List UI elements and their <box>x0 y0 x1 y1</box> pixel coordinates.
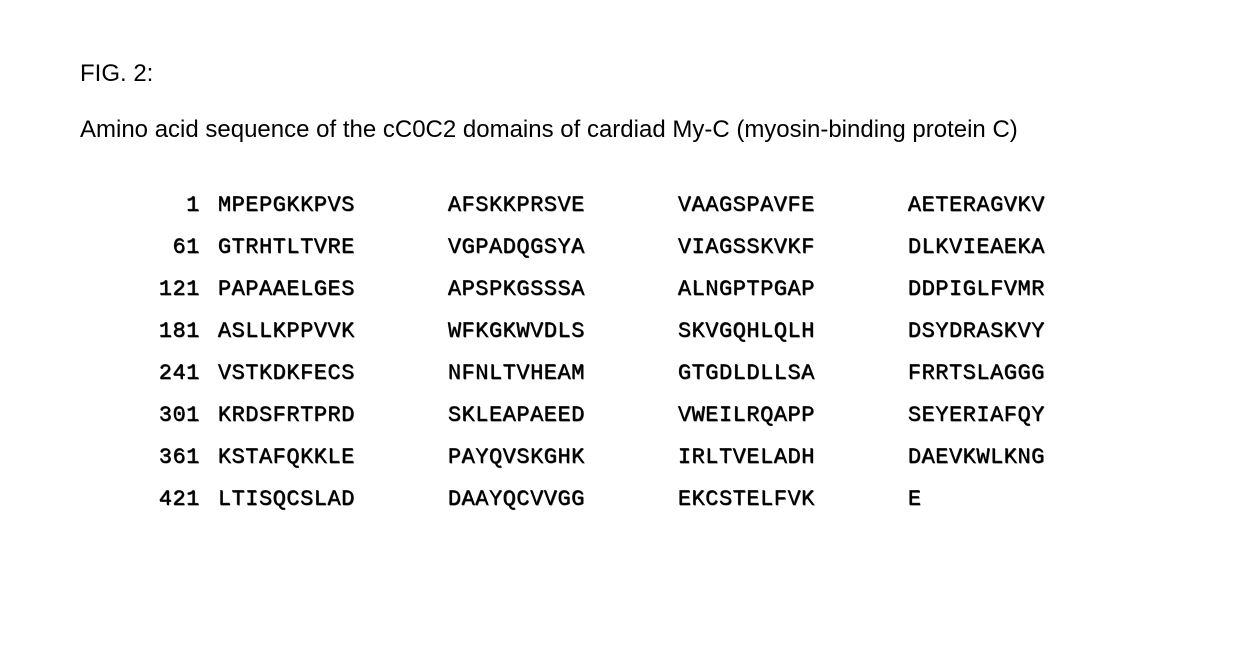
sequence-row: 361 KSTAFQKKLE PAYQVSKGHK IRLTVELADH DAE… <box>120 436 1138 478</box>
seq-block: KSTAFQKKLE <box>218 436 448 478</box>
sequence-row: 241 VSTKDKFECS NFNLTVHEAM GTGDLDLLSA FRR… <box>120 352 1138 394</box>
sequence-tbody: 1 MPEPGKKPVS AFSKKPRSVE VAAGSPAVFE AETER… <box>120 184 1138 520</box>
seq-block: EKCSTELFVK <box>678 478 908 520</box>
sequence-row: 181 ASLLKPPVVK WFKGKWVDLS SKVGQHLQLH DSY… <box>120 310 1138 352</box>
position-cell: 301 <box>120 394 218 436</box>
position-cell: 181 <box>120 310 218 352</box>
seq-block: VGPADQGSYA <box>448 226 678 268</box>
seq-block: DLKVIEAEKA <box>908 226 1138 268</box>
seq-block: FRRTSLAGGG <box>908 352 1138 394</box>
seq-block: KRDSFRTPRD <box>218 394 448 436</box>
seq-block: NFNLTVHEAM <box>448 352 678 394</box>
seq-block: VAAGSPAVFE <box>678 184 908 226</box>
position-cell: 241 <box>120 352 218 394</box>
position-cell: 361 <box>120 436 218 478</box>
position-cell: 121 <box>120 268 218 310</box>
seq-block: SEYERIAFQY <box>908 394 1138 436</box>
sequence-row: 121 PAPAAELGES APSPKGSSSA ALNGPTPGAP DDP… <box>120 268 1138 310</box>
sequence-row: 301 KRDSFRTPRD SKLEAPAEED VWEILRQAPP SEY… <box>120 394 1138 436</box>
seq-block: VWEILRQAPP <box>678 394 908 436</box>
sequence-row: 421 LTISQCSLAD DAAYQCVVGG EKCSTELFVK E <box>120 478 1138 520</box>
seq-block: AFSKKPRSVE <box>448 184 678 226</box>
seq-block: SKLEAPAEED <box>448 394 678 436</box>
sequence-row: 61 GTRHTLTVRE VGPADQGSYA VIAGSSKVKF DLKV… <box>120 226 1138 268</box>
figure-caption: Amino acid sequence of the cC0C2 domains… <box>80 116 1160 144</box>
seq-block: PAYQVSKGHK <box>448 436 678 478</box>
seq-block: PAPAAELGES <box>218 268 448 310</box>
seq-block: DAEVKWLKNG <box>908 436 1138 478</box>
sequence-row: 1 MPEPGKKPVS AFSKKPRSVE VAAGSPAVFE AETER… <box>120 184 1138 226</box>
seq-block: GTGDLDLLSA <box>678 352 908 394</box>
seq-block: WFKGKWVDLS <box>448 310 678 352</box>
seq-block: E <box>908 478 1138 520</box>
seq-block: DDPIGLFVMR <box>908 268 1138 310</box>
position-cell: 1 <box>120 184 218 226</box>
seq-block: GTRHTLTVRE <box>218 226 448 268</box>
seq-block: AETERAGVKV <box>908 184 1138 226</box>
figure-page: FIG. 2: Amino acid sequence of the cC0C2… <box>0 0 1240 520</box>
seq-block: IRLTVELADH <box>678 436 908 478</box>
seq-block: APSPKGSSSA <box>448 268 678 310</box>
seq-block: LTISQCSLAD <box>218 478 448 520</box>
seq-block: VSTKDKFECS <box>218 352 448 394</box>
figure-label: FIG. 2: <box>80 60 1160 88</box>
seq-block: DSYDRASKVY <box>908 310 1138 352</box>
seq-block: VIAGSSKVKF <box>678 226 908 268</box>
seq-block: MPEPGKKPVS <box>218 184 448 226</box>
seq-block: ASLLKPPVVK <box>218 310 448 352</box>
seq-block: SKVGQHLQLH <box>678 310 908 352</box>
sequence-table: 1 MPEPGKKPVS AFSKKPRSVE VAAGSPAVFE AETER… <box>120 184 1138 520</box>
seq-block: DAAYQCVVGG <box>448 478 678 520</box>
position-cell: 61 <box>120 226 218 268</box>
seq-block: ALNGPTPGAP <box>678 268 908 310</box>
position-cell: 421 <box>120 478 218 520</box>
